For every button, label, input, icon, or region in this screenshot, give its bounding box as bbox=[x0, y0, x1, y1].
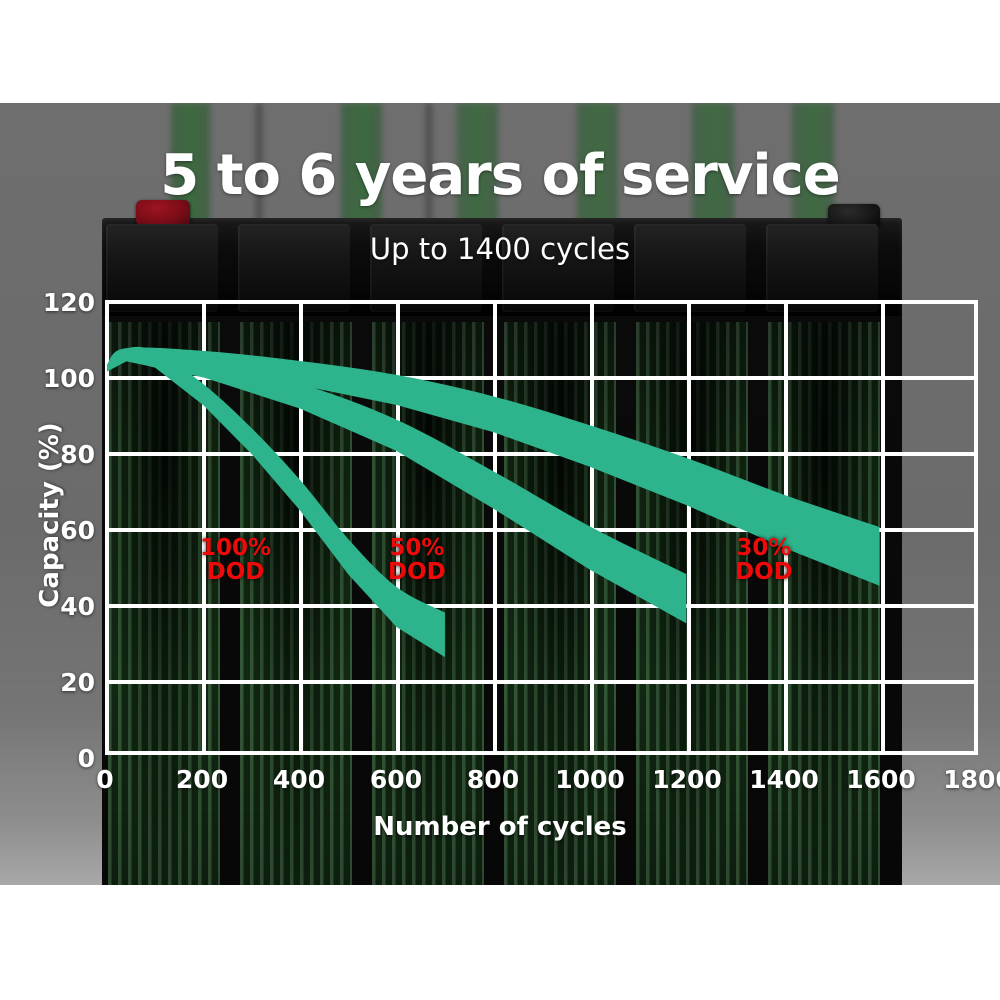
x-tick: 800 bbox=[466, 765, 520, 794]
y-axis-ticks: 120 100 80 60 40 20 0 bbox=[0, 0, 95, 1000]
gridline-vertical bbox=[881, 304, 885, 751]
annotation-line1: 100% bbox=[200, 535, 272, 561]
x-tick: 1600 bbox=[846, 765, 916, 794]
annotation-30-dod: 30% DOD bbox=[735, 536, 793, 585]
x-tick: 0 bbox=[96, 765, 114, 794]
annotation-line1: 50% bbox=[389, 535, 445, 561]
cell-cap bbox=[106, 224, 218, 312]
gridline-horizontal bbox=[109, 604, 974, 608]
y-axis-label: Capacity (%) bbox=[35, 422, 65, 608]
x-tick: 1400 bbox=[749, 765, 819, 794]
y-tick: 40 bbox=[60, 592, 95, 621]
cell-cap bbox=[634, 224, 746, 312]
x-tick: 600 bbox=[369, 765, 423, 794]
cell-cap bbox=[370, 224, 482, 312]
y-tick: 100 bbox=[42, 364, 95, 393]
y-tick: 120 bbox=[42, 288, 95, 317]
gridline-horizontal bbox=[109, 680, 974, 684]
y-tick: 20 bbox=[60, 668, 95, 697]
chart-title: 5 to 6 years of service bbox=[160, 143, 841, 208]
cell-cap bbox=[502, 224, 614, 312]
x-axis-label: Number of cycles bbox=[373, 812, 627, 842]
chart-subtitle: Up to 1400 cycles bbox=[369, 232, 631, 266]
annotation-line2: DOD bbox=[735, 559, 793, 586]
plot-area bbox=[105, 300, 978, 755]
x-tick: 1000 bbox=[555, 765, 625, 794]
x-tick: 200 bbox=[175, 765, 229, 794]
annotation-50-dod: 50% DOD bbox=[388, 536, 446, 585]
annotation-line2: DOD bbox=[388, 559, 446, 586]
gridline-horizontal bbox=[109, 452, 974, 456]
annotation-line2: DOD bbox=[206, 559, 265, 586]
x-tick: 400 bbox=[272, 765, 326, 794]
x-tick: 1800 bbox=[943, 765, 1000, 794]
y-tick: 0 bbox=[77, 744, 95, 773]
positive-terminal-icon bbox=[136, 200, 190, 226]
annotation-100-dod: 100% DOD bbox=[200, 536, 271, 585]
cell-cap bbox=[766, 224, 878, 312]
y-tick: 80 bbox=[60, 440, 95, 469]
gridline-horizontal bbox=[109, 528, 974, 532]
annotation-line1: 30% bbox=[736, 535, 792, 561]
y-tick: 60 bbox=[60, 516, 95, 545]
gridline-horizontal bbox=[109, 376, 974, 380]
cell-cap bbox=[238, 224, 350, 312]
x-tick: 1200 bbox=[652, 765, 722, 794]
